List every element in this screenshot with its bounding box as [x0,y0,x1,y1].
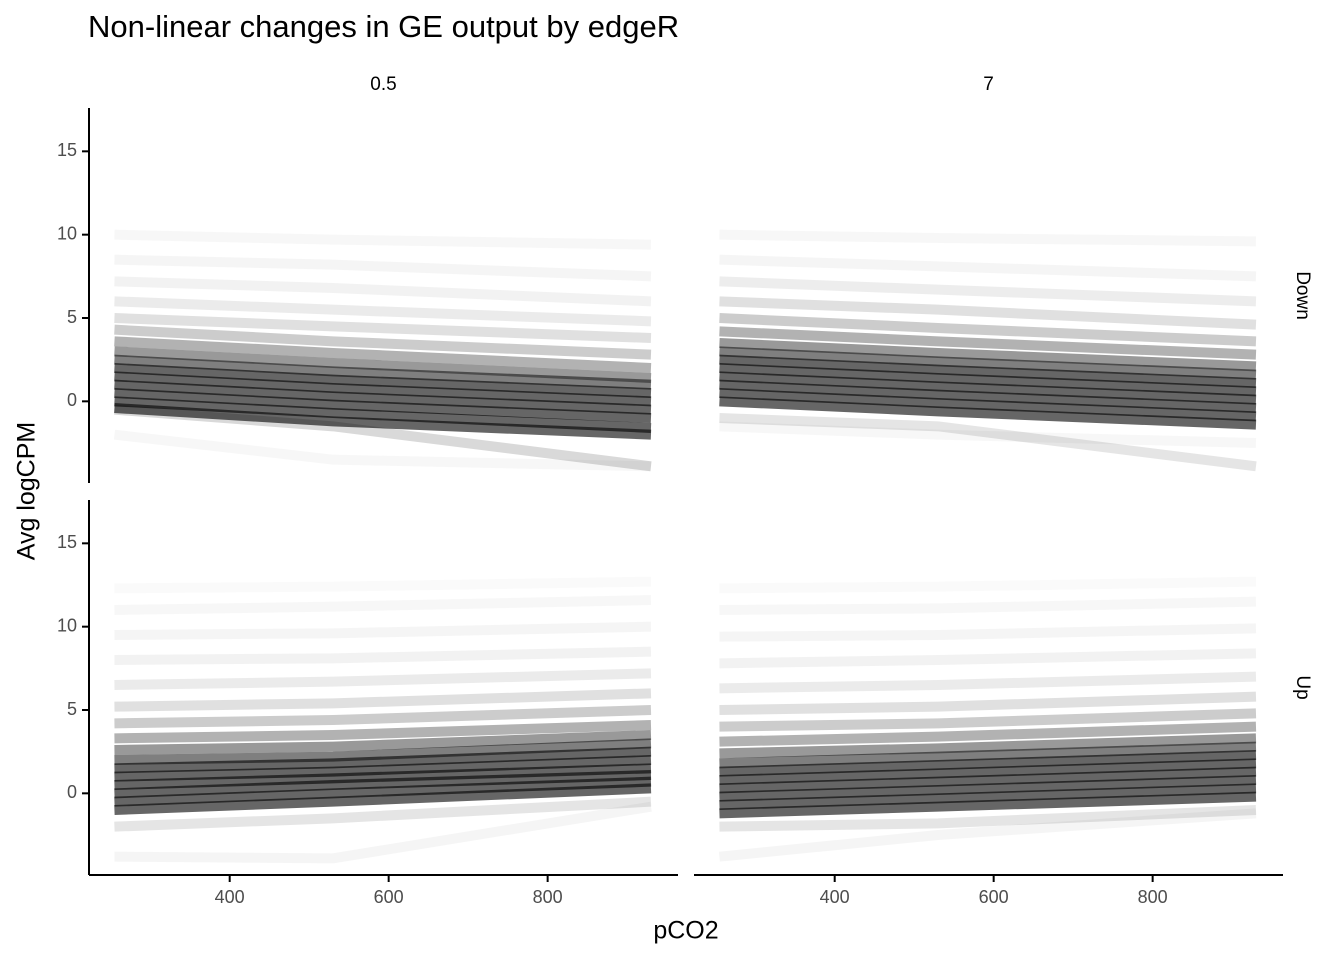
data-line [719,741,1257,769]
data-line [719,783,1257,810]
y-axis-label: Avg logCPM [13,422,41,561]
data-line [719,379,1257,413]
data-line [114,336,652,373]
data-line [719,346,1257,380]
data-line [114,746,652,774]
data-line [719,235,1256,242]
data-line [114,313,652,343]
x-tick-label: 600 [374,887,404,907]
data-line [719,733,1257,759]
data-line [719,766,1257,794]
x-tick-label: 400 [215,887,245,907]
data-line [719,623,1257,642]
data-line [719,296,1257,330]
data-line [114,668,652,690]
y-tick-label: 5 [67,699,77,719]
data-line [114,435,651,467]
data-line [114,646,652,665]
y-tick-label: 15 [57,140,77,160]
data-line [719,791,1257,819]
y-tick-label: 5 [67,307,77,327]
data-line [719,648,1257,669]
data-line [114,371,652,407]
data-line [114,363,652,398]
data-line [719,691,1257,715]
data-line [114,776,652,807]
data-line [719,363,1257,397]
data-line [719,388,1257,422]
data-line [114,388,652,423]
data-line [719,582,1256,589]
data-line [114,379,652,415]
data-line [114,600,651,610]
data-line [719,338,1257,372]
data-line [114,235,651,245]
data-line [719,326,1257,360]
data-line [719,396,1257,430]
y-tick-label: 10 [57,615,77,635]
x-tick-label: 400 [820,887,850,907]
data-line [114,755,652,782]
data-line [719,750,1257,777]
data-line [114,324,652,360]
facet-label: Up [1292,675,1313,699]
y-tick-label: 0 [67,782,77,802]
data-line [114,783,652,815]
data-line [114,354,652,390]
data-line [719,721,1257,747]
data-line [114,688,652,712]
facet-label: 0.5 [370,74,396,95]
facet-label: 7 [983,74,994,95]
data-line [719,276,1257,307]
data-line [114,346,652,383]
data-line [114,396,652,433]
facet-label: Down [1292,271,1313,320]
data-line [114,582,651,589]
x-axis-label: pCO2 [653,917,718,945]
data-line [719,413,1257,472]
data-line [719,254,1257,282]
data-line [114,621,652,640]
data-line [719,671,1257,694]
x-tick-label: 600 [979,887,1009,907]
data-line [114,730,652,755]
data-line [114,254,652,282]
y-tick-label: 0 [67,390,77,410]
y-tick-label: 10 [57,223,77,243]
data-line [114,796,652,832]
x-tick-label: 800 [1138,887,1168,907]
data-line [114,770,652,799]
data-line [719,313,1257,347]
y-tick-label: 15 [57,532,77,552]
data-line [114,720,652,744]
data-line [114,763,652,790]
data-line [114,296,652,327]
data-line [114,705,652,729]
data-line [114,403,652,440]
data-line [719,758,1257,785]
data-line [719,775,1257,802]
data-line [114,738,652,765]
data-line [719,354,1257,388]
chart-title: Non-linear changes in GE output by edgeR [88,9,679,44]
data-line [719,805,1257,832]
data-line [718,808,1257,862]
data-line [719,602,1256,610]
data-line [114,276,652,307]
data-line [719,371,1257,405]
x-tick-label: 800 [533,887,563,907]
data-line [114,404,652,472]
data-line [114,801,652,864]
data-line [719,708,1257,732]
